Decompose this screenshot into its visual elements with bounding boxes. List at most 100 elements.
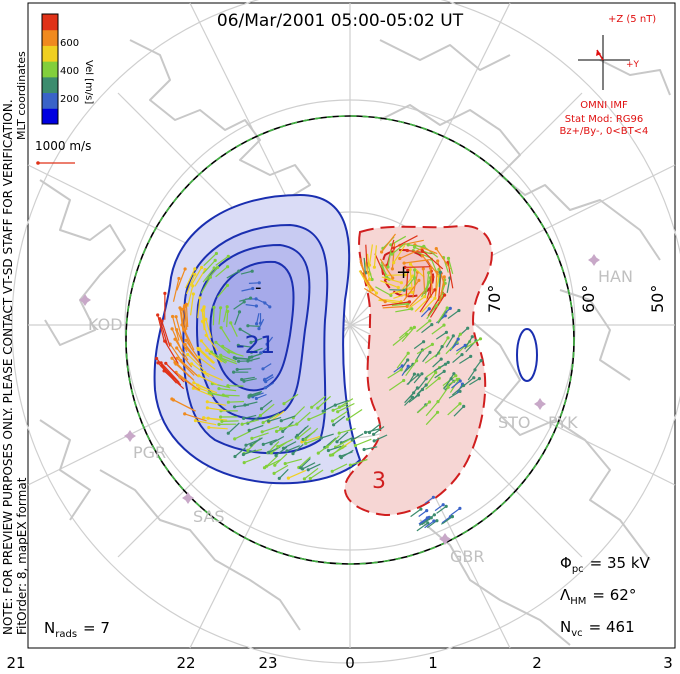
vector-dot xyxy=(178,375,182,379)
vector-dot xyxy=(205,400,209,404)
vector-dot xyxy=(302,477,306,481)
vector-dot xyxy=(428,319,432,323)
vector-line xyxy=(395,308,412,313)
vector-line xyxy=(251,347,263,353)
vector-line xyxy=(453,405,465,417)
vector-dot xyxy=(403,273,407,277)
vector-line xyxy=(220,357,238,365)
vector-dot xyxy=(442,323,446,327)
vector-dot xyxy=(367,263,372,267)
vector-dot xyxy=(420,249,424,253)
vector-line xyxy=(260,346,270,354)
vector-dot xyxy=(261,367,265,371)
vector-dot xyxy=(434,370,438,375)
vector-line xyxy=(220,327,231,343)
vector-dot xyxy=(164,361,168,365)
vector-dot xyxy=(295,422,299,426)
vector-line xyxy=(215,255,229,266)
vector-dot xyxy=(426,521,430,525)
vector-dot xyxy=(257,327,261,331)
vector-dot xyxy=(242,416,246,420)
vector-line xyxy=(262,425,280,433)
vector-dot xyxy=(319,436,323,440)
vector-line xyxy=(280,424,297,430)
vector-line xyxy=(206,349,223,363)
vector-line xyxy=(226,270,240,279)
vector-dot xyxy=(212,266,216,270)
mlt-tick-2: 2 xyxy=(532,654,542,672)
vector-dot xyxy=(399,281,403,285)
vector-dot xyxy=(451,334,455,338)
vector-dot xyxy=(255,322,259,326)
vector-dot xyxy=(391,276,395,280)
vector-line xyxy=(179,307,184,332)
vector-dot xyxy=(449,377,453,381)
vector-dot xyxy=(443,314,447,318)
vector-line xyxy=(185,304,189,328)
vector-line xyxy=(218,388,237,392)
vector-line xyxy=(388,380,405,391)
vector-line xyxy=(198,356,216,370)
vector-line xyxy=(326,435,340,448)
vector-line xyxy=(187,285,194,308)
vector-line xyxy=(452,354,463,364)
vector-dot xyxy=(266,419,271,423)
vector-dot xyxy=(332,423,336,427)
vector-dot xyxy=(440,345,444,349)
stat-phi-pc: Φpc = 35 kV xyxy=(560,554,651,575)
vector-line xyxy=(446,277,451,294)
vector-line xyxy=(352,433,364,441)
vector-line xyxy=(424,520,435,529)
vector-dot xyxy=(226,265,230,269)
vector-line xyxy=(297,425,309,436)
vector-line xyxy=(417,378,427,391)
vector-line xyxy=(267,441,280,454)
vector-line xyxy=(425,411,439,426)
vector-dot xyxy=(269,442,273,446)
vector-dot xyxy=(458,379,462,383)
vector-line xyxy=(288,469,307,479)
vector-dot xyxy=(214,340,218,344)
vector-dot xyxy=(436,259,440,263)
vector-dot xyxy=(336,410,340,414)
vector-dot xyxy=(261,421,265,425)
vector-line xyxy=(435,331,447,340)
vector-line xyxy=(164,340,179,365)
vector-line xyxy=(420,308,430,318)
vector-dot xyxy=(227,350,231,354)
vector-line xyxy=(296,411,311,425)
vector-line xyxy=(185,340,200,360)
vector-dot xyxy=(237,310,242,314)
vector-line xyxy=(302,462,316,470)
vector-line xyxy=(240,270,253,275)
potential-max-marker: + xyxy=(396,262,411,283)
vector-dot xyxy=(408,262,413,266)
vector-line xyxy=(243,449,257,456)
vector-dot xyxy=(254,396,258,401)
vector-dot xyxy=(460,353,464,357)
vector-line xyxy=(234,447,246,457)
colorbar-label: Vel [m/s] xyxy=(83,60,94,104)
colorbar-tick-200: 200 xyxy=(60,94,79,105)
vector-dot xyxy=(348,463,352,467)
vector-line xyxy=(202,259,216,274)
vector-dot xyxy=(193,419,198,423)
vector-dot xyxy=(333,403,337,407)
vector-dot xyxy=(350,438,354,442)
vector-line xyxy=(241,419,260,425)
station-label-sto: STO xyxy=(498,413,531,432)
vector-line xyxy=(422,352,431,363)
vector-line xyxy=(441,516,451,524)
vector-dot xyxy=(433,296,437,300)
vector-line xyxy=(173,399,197,412)
imf-y-label: +Y xyxy=(626,60,640,70)
vector-line xyxy=(437,307,448,323)
vector-line xyxy=(423,245,439,258)
vector-dot xyxy=(450,515,454,519)
vector-line xyxy=(393,244,406,264)
stat-n-vc: Nvc = 461 xyxy=(560,618,635,639)
imf-z-label: +Z (5 nT) xyxy=(608,14,656,25)
vector-line xyxy=(380,280,399,289)
vector-line xyxy=(243,414,257,419)
vector-line xyxy=(421,297,436,313)
